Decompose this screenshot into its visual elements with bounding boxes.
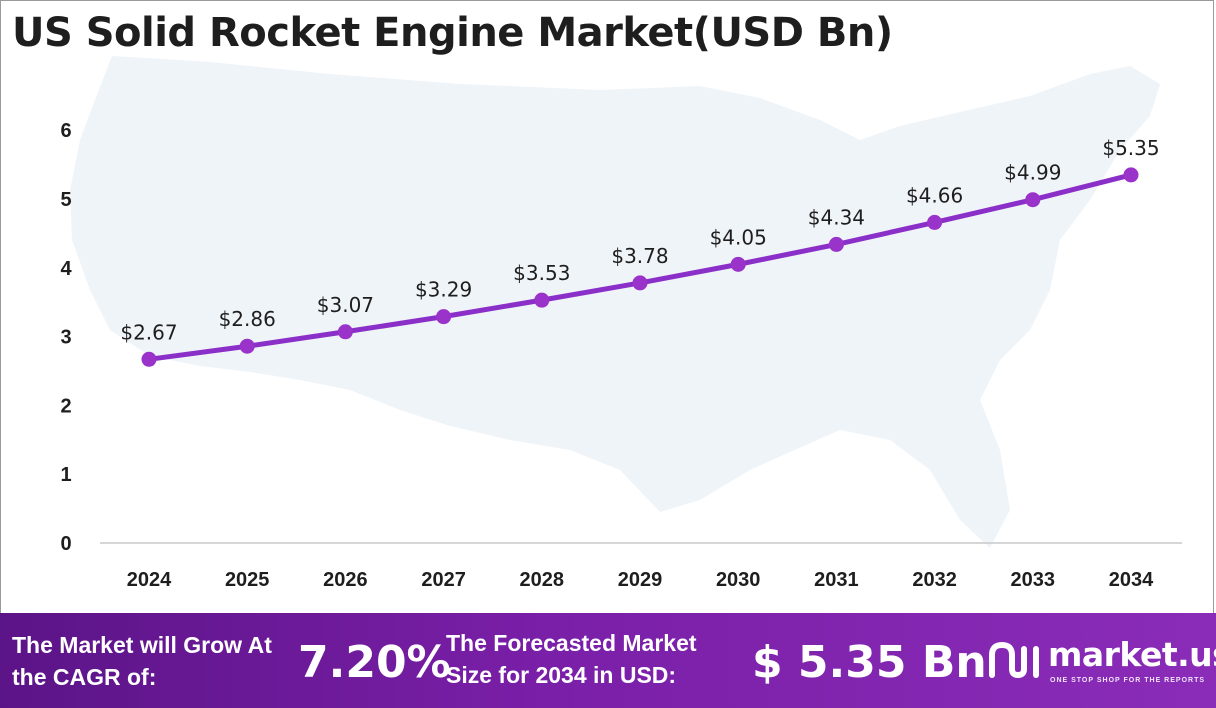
cagr-value: 7.20% <box>298 637 451 688</box>
data-label: $4.66 <box>906 183 963 207</box>
data-label: $2.67 <box>120 320 177 344</box>
x-axis-ticks: 2024 2025 2026 2027 2028 2029 2030 2031 2032 2033… <box>127 569 1154 591</box>
data-point <box>828 236 844 252</box>
y-tick-label: 3 <box>60 327 71 349</box>
data-point <box>337 324 353 340</box>
data-labels: $2.67 $2.86 $3.07 $3.29 $3.53 $3.78 $4.05 $4.34… <box>120 136 1159 344</box>
data-label: $3.07 <box>317 293 374 317</box>
x-tick-label: 2029 <box>618 569 663 591</box>
x-tick-label: 2024 <box>127 569 172 591</box>
us-map-background <box>70 56 1160 548</box>
forecast-label: The Forecasted Market Size for 2034 in U… <box>446 630 697 688</box>
market-us-logo-icon <box>989 641 1039 679</box>
x-tick-label: 2033 <box>1011 569 1056 591</box>
data-point <box>239 338 255 354</box>
brand-name: market.us <box>1048 635 1216 674</box>
y-tick-label: 0 <box>60 533 71 555</box>
data-label: $2.86 <box>219 307 276 331</box>
data-point <box>141 351 157 367</box>
x-tick-label: 2031 <box>814 569 859 591</box>
x-tick-label: 2034 <box>1109 569 1154 591</box>
brand-tagline: ONE STOP SHOP FOR THE REPORTS <box>1050 677 1206 684</box>
brand: market.us ONE STOP SHOP FOR THE REPORTS <box>988 635 1216 691</box>
y-tick-label: 5 <box>60 189 71 211</box>
data-label: $3.29 <box>415 278 472 302</box>
chart-area: 0 1 2 3 4 5 6 2024 2025 2026 2027 2028 2029 2030 2031… <box>60 56 1182 591</box>
series-line-group <box>141 167 1139 367</box>
x-tick-label: 2025 <box>225 569 270 591</box>
data-label: $4.05 <box>710 225 767 249</box>
x-tick-label: 2028 <box>520 569 565 591</box>
x-tick-label: 2026 <box>323 569 368 591</box>
data-label: $4.99 <box>1004 161 1061 185</box>
cagr-label: The Market will Grow At the CAGR of: <box>12 632 272 690</box>
data-point <box>632 275 648 291</box>
data-label: $5.35 <box>1102 136 1159 160</box>
x-tick-label: 2027 <box>421 569 466 591</box>
y-axis-ticks: 0 1 2 3 4 5 6 <box>60 120 72 555</box>
data-point <box>730 256 746 272</box>
forecast-value: $ 5.35 Bn <box>752 637 987 688</box>
y-tick-label: 6 <box>60 120 71 142</box>
chart-title: US Solid Rocket Engine Market(USD Bn) <box>12 10 893 56</box>
y-tick-label: 4 <box>60 258 72 280</box>
x-tick-label: 2032 <box>912 569 957 591</box>
y-tick-label: 1 <box>60 464 71 486</box>
data-point <box>436 309 452 325</box>
data-point <box>927 214 943 230</box>
data-label: $3.53 <box>513 261 570 285</box>
data-point <box>1123 167 1139 183</box>
footer-banner: The Market will Grow At the CAGR of: 7.2… <box>0 613 1216 708</box>
data-label: $3.78 <box>611 244 668 268</box>
data-point <box>1025 192 1041 208</box>
x-tick-label: 2030 <box>716 569 761 591</box>
y-tick-label: 2 <box>60 395 71 417</box>
data-label: $4.34 <box>808 205 865 229</box>
data-point <box>534 292 550 308</box>
